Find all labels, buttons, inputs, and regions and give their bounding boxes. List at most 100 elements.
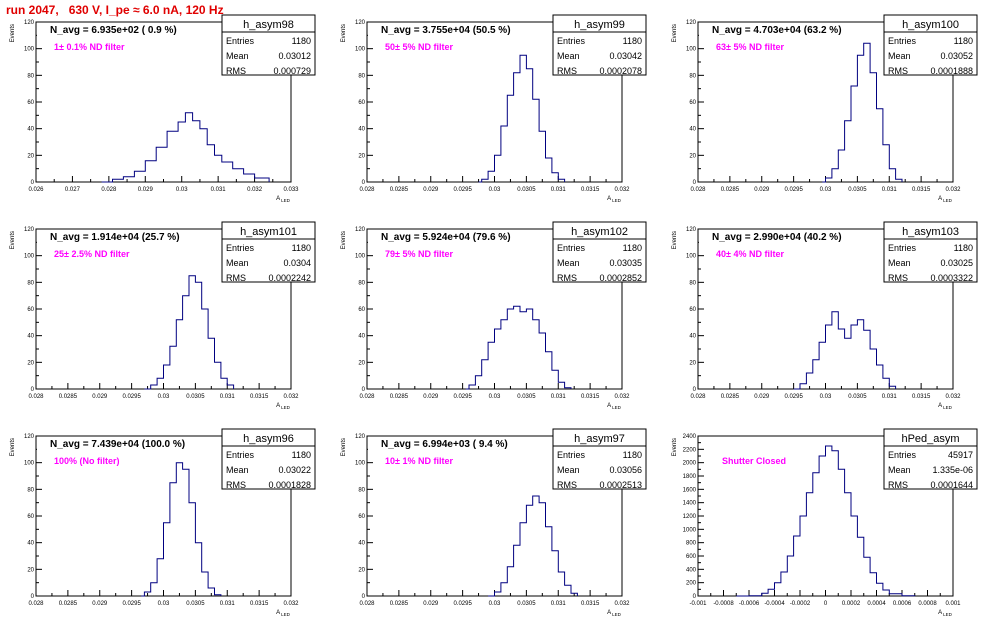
y-tick-label: 80 (27, 280, 34, 286)
stats-key: RMS (557, 66, 577, 76)
x-tick-label: 0.0315 (912, 187, 931, 193)
stats-key: Mean (888, 51, 911, 61)
x-tick-label: 0.031 (551, 394, 567, 400)
y-tick-label: 20 (358, 567, 365, 573)
x-tick-label: 0.03 (489, 187, 501, 193)
y-tick-label: 40 (358, 334, 365, 340)
x-tick-label: 0.0315 (250, 394, 269, 400)
y-tick-label: 200 (686, 581, 697, 587)
stats-value: 0.03056 (609, 465, 642, 475)
y-tick-label: 100 (24, 461, 35, 467)
y-tick-label: 0 (693, 180, 697, 186)
x-tick-label: 0.028 (359, 394, 375, 400)
y-tick-label: 80 (689, 280, 696, 286)
stats-title: h_asym96 (243, 433, 294, 445)
y-tick-label: 1000 (683, 527, 697, 533)
stats-value: 1180 (954, 243, 973, 253)
stats-key: Mean (226, 258, 249, 268)
y-tick-label: 120 (355, 227, 366, 233)
stats-value: 1180 (292, 36, 311, 46)
x-tick-label: 0.0285 (59, 394, 78, 400)
histogram-line (102, 113, 270, 182)
filter-annotation: Shutter Closed (722, 456, 786, 466)
y-axis-label: Events (341, 24, 347, 42)
y-tick-label: 80 (27, 73, 34, 79)
stats-value: 1180 (623, 36, 642, 46)
y-tick-label: 2000 (683, 461, 697, 467)
filter-annotation: 25± 2.5% ND filter (54, 249, 130, 259)
x-tick-label: 0.028 (28, 394, 44, 400)
y-tick-label: 60 (358, 307, 365, 313)
x-tick-label: 0.0285 (390, 187, 409, 193)
x-tick-label: 0.0315 (581, 187, 600, 193)
y-tick-label: 0 (362, 594, 366, 600)
panel-h_asym103: 0204060801001200.028 0.0285 0.029 0.0295 0.0… (672, 222, 977, 410)
y-tick-label: 100 (355, 461, 366, 467)
y-axis-label: Events (672, 231, 678, 249)
stats-key: Mean (226, 465, 249, 475)
histogram-line (794, 312, 896, 389)
stats-value: 0.0003322 (930, 273, 973, 283)
x-tick-label: 0.0285 (390, 601, 409, 607)
stats-value: 0.0001644 (930, 480, 973, 490)
x-tick-label: 0.029 (754, 394, 770, 400)
x-tick-label: 0.0295 (453, 187, 472, 193)
stats-key: Entries (226, 243, 255, 253)
n-avg-label: N_avg = 4.703e+04 (63.2 %) (712, 25, 842, 36)
histogram-line (488, 496, 577, 596)
x-tick-label: 0.031 (220, 601, 236, 607)
y-tick-label: 20 (27, 567, 34, 573)
panel-h_asym98: 0204060801001200.026 0.027 0.028 0.029 0.03 0… (10, 15, 315, 203)
x-tick-label: 0.03 (176, 187, 188, 193)
x-axis-label: ALED (276, 610, 291, 617)
x-tick-label: 0.0315 (250, 601, 269, 607)
panel-hPed_asym: 0200400600800100012001400160018002000220… (672, 429, 977, 617)
stats-key: RMS (557, 273, 577, 283)
x-tick-label: 0.03 (489, 601, 501, 607)
x-axis-label: ALED (607, 403, 622, 410)
x-tick-label: 0.029 (92, 394, 108, 400)
stats-key: Entries (888, 450, 917, 460)
stats-title: h_asym100 (902, 19, 959, 31)
stats-value: 0.0002852 (599, 273, 642, 283)
x-tick-label: 0.028 (690, 394, 706, 400)
x-tick-label: 0.0295 (784, 394, 803, 400)
histogram-line (141, 463, 221, 596)
y-tick-label: 1600 (683, 487, 697, 493)
y-tick-label: 20 (27, 360, 34, 366)
x-axis-label: ALED (607, 610, 622, 617)
y-tick-label: 100 (686, 254, 697, 260)
stats-value: 0.000729 (273, 66, 311, 76)
y-tick-label: 20 (689, 360, 696, 366)
x-tick-label: 0.0305 (186, 394, 205, 400)
stats-key: Mean (557, 258, 580, 268)
y-tick-label: 100 (24, 47, 35, 53)
x-tick-label: 0.031 (551, 601, 567, 607)
x-tick-label: 0.031 (882, 187, 898, 193)
x-tick-label: 0.0315 (581, 394, 600, 400)
x-tick-label: 0.028 (359, 601, 375, 607)
stats-value: 0.0001828 (268, 480, 311, 490)
y-axis-label: Events (10, 231, 16, 249)
stats-key: Entries (226, 36, 255, 46)
x-tick-label: 0.0285 (721, 394, 740, 400)
stats-key: Mean (888, 465, 911, 475)
x-tick-label: 0.0305 (517, 394, 536, 400)
x-tick-label: 0.0305 (186, 601, 205, 607)
stats-value: 1180 (292, 450, 311, 460)
stats-key: Entries (557, 243, 586, 253)
x-tick-label: 0 (824, 601, 828, 607)
x-tick-label: 0.0002 (842, 601, 861, 607)
stats-title: hPed_asym (901, 433, 959, 445)
x-tick-label: 0.029 (423, 601, 439, 607)
stats-value: 0.03035 (609, 258, 642, 268)
stats-value: 0.0002513 (599, 480, 642, 490)
x-tick-label: 0.028 (359, 187, 375, 193)
stats-key: RMS (888, 66, 908, 76)
y-tick-label: 120 (24, 227, 35, 233)
y-tick-label: 1400 (683, 501, 697, 507)
y-tick-label: 60 (358, 100, 365, 106)
x-tick-label: 0.0295 (122, 601, 141, 607)
x-tick-label: 0.031 (551, 187, 567, 193)
y-tick-label: 80 (358, 280, 365, 286)
